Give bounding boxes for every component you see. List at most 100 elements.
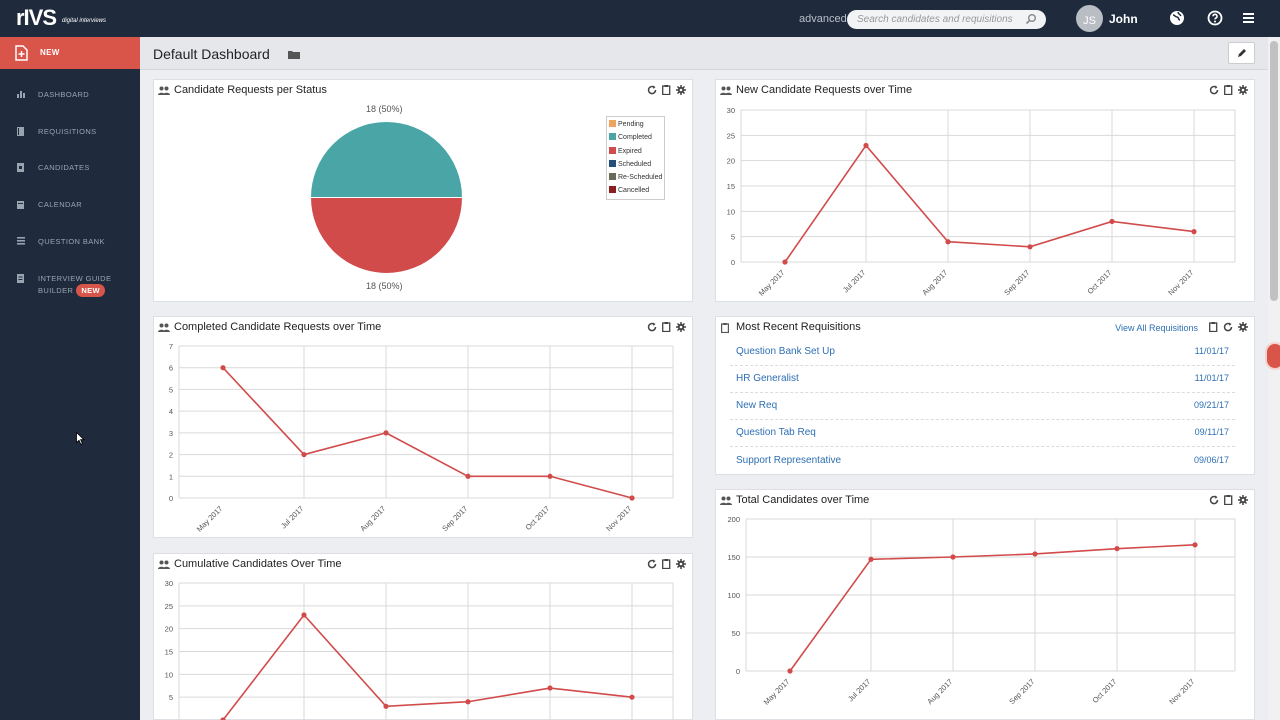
- gear-icon[interactable]: [1238, 322, 1248, 332]
- y-tick-label: 25: [727, 131, 735, 140]
- sidebar-item-interview-guide-builder[interactable]: INTERVIEW GUIDE BUILDER NEW: [0, 271, 140, 307]
- data-point[interactable]: [629, 694, 635, 700]
- requisition-row[interactable]: Question Bank Set Up 11/01/17: [730, 339, 1235, 366]
- sidebar-item-dashboard[interactable]: DASHBOARD: [0, 87, 140, 117]
- sidebar-item-question-bank[interactable]: QUESTION BANK: [0, 234, 140, 264]
- sidebar-item-label: INTERVIEW GUIDE BUILDER NEW: [38, 273, 111, 297]
- avatar[interactable]: JS: [1076, 5, 1103, 32]
- gear-icon[interactable]: [676, 322, 686, 332]
- gear-icon[interactable]: [676, 559, 686, 569]
- requisition-name[interactable]: HR Generalist: [736, 373, 799, 384]
- clipboard-icon[interactable]: [1209, 322, 1218, 332]
- folder-icon[interactable]: [288, 50, 300, 59]
- gear-icon[interactable]: [1238, 85, 1248, 95]
- sidebar-item-candidates[interactable]: CANDIDATES: [0, 160, 140, 190]
- scrollbar-thumb[interactable]: [1270, 41, 1278, 301]
- series-line: [222, 613, 633, 720]
- help-icon[interactable]: [1207, 10, 1223, 26]
- sidebar-item-calendar[interactable]: CALENDAR: [0, 197, 140, 227]
- data-point[interactable]: [863, 142, 869, 149]
- menu-icon[interactable]: [1241, 10, 1257, 26]
- y-tick-label: 30: [165, 579, 173, 588]
- clipboard-icon[interactable]: [1224, 495, 1233, 505]
- refresh-icon[interactable]: [647, 559, 657, 569]
- pie-slice-expired[interactable]: [309, 197, 464, 274]
- data-point[interactable]: [465, 699, 471, 705]
- data-point[interactable]: [1109, 218, 1115, 225]
- gear-icon[interactable]: [1238, 495, 1248, 505]
- x-tick-label: May 2017: [757, 268, 787, 298]
- requisition-name[interactable]: Question Tab Req: [736, 427, 816, 438]
- legend-swatch: [609, 133, 616, 141]
- requisition-row[interactable]: Support Representative 09/06/17: [730, 448, 1235, 475]
- requisition-name[interactable]: Question Bank Set Up: [736, 346, 835, 357]
- clipboard-icon[interactable]: [1224, 85, 1233, 95]
- edit-dashboard-button[interactable]: [1228, 42, 1255, 64]
- clipboard-icon[interactable]: [662, 85, 671, 95]
- data-point[interactable]: [1191, 229, 1197, 235]
- globe-icon[interactable]: [1169, 10, 1185, 26]
- logo[interactable]: rIVS: [16, 5, 57, 30]
- data-point[interactable]: [220, 717, 226, 720]
- data-point[interactable]: [1192, 542, 1198, 548]
- y-tick-label: 4: [169, 407, 173, 416]
- refresh-icon[interactable]: [647, 322, 657, 332]
- legend-item[interactable]: Expired: [609, 145, 663, 158]
- data-point[interactable]: [1032, 551, 1038, 557]
- users-icon: [158, 86, 170, 95]
- data-point[interactable]: [868, 556, 874, 562]
- clipboard-icon[interactable]: [662, 322, 671, 332]
- requisition-name[interactable]: Support Representative: [736, 455, 842, 466]
- sidebar-item-requisitions[interactable]: REQUISITIONS: [0, 124, 140, 154]
- data-point[interactable]: [950, 554, 956, 560]
- requisition-name[interactable]: New Req: [736, 400, 778, 411]
- data-point[interactable]: [629, 495, 635, 501]
- clipboard-icon[interactable]: [662, 559, 671, 569]
- requisition-row[interactable]: New Req 09/21/17: [730, 393, 1235, 420]
- advanced-search-link[interactable]: advanced: [799, 13, 847, 25]
- data-point[interactable]: [547, 473, 553, 479]
- data-point[interactable]: [383, 703, 389, 709]
- data-point[interactable]: [1027, 244, 1033, 250]
- y-tick-label: 25: [165, 602, 173, 611]
- data-point[interactable]: [465, 473, 471, 479]
- widget-new-requests: New Candidate Requests over Time 0 5 10 15 2…: [715, 79, 1255, 302]
- new-document-icon: [15, 45, 28, 61]
- legend-item[interactable]: Scheduled: [609, 158, 663, 171]
- search-input[interactable]: [847, 10, 1046, 29]
- new-button[interactable]: NEW: [0, 37, 140, 69]
- search-icon[interactable]: [1025, 13, 1037, 25]
- requisition-row[interactable]: Question Tab Req 09/11/17: [730, 420, 1235, 447]
- widget-title: Completed Candidate Requests over Time: [174, 321, 382, 333]
- data-point[interactable]: [301, 612, 307, 618]
- view-all-requisitions-link[interactable]: View All Requisitions: [1115, 323, 1198, 333]
- data-point[interactable]: [1114, 546, 1120, 552]
- data-point[interactable]: [787, 668, 793, 674]
- legend-item[interactable]: Re-Scheduled: [609, 171, 663, 184]
- legend-item[interactable]: Completed: [609, 131, 663, 144]
- data-point[interactable]: [782, 259, 788, 265]
- refresh-icon[interactable]: [1209, 85, 1219, 95]
- refresh-icon[interactable]: [647, 85, 657, 95]
- data-point[interactable]: [220, 365, 226, 371]
- sidebar-item-label-line2: BUILDER: [38, 286, 74, 295]
- requisition-row[interactable]: HR Generalist 11/01/17: [730, 366, 1235, 393]
- data-point[interactable]: [301, 451, 307, 458]
- legend-item[interactable]: Pending: [609, 118, 663, 131]
- feedback-tab[interactable]: [1265, 342, 1280, 370]
- page-scrollbar[interactable]: [1268, 37, 1280, 720]
- refresh-icon[interactable]: [1223, 322, 1233, 332]
- series-line: [784, 144, 1195, 263]
- user-name[interactable]: John: [1109, 12, 1138, 26]
- data-point[interactable]: [945, 239, 951, 245]
- sidebar-item-label-line1: INTERVIEW GUIDE: [38, 274, 112, 283]
- bar-chart-icon: [17, 91, 25, 98]
- legend-item[interactable]: Cancelled: [609, 184, 663, 197]
- gear-icon[interactable]: [676, 85, 686, 95]
- data-point[interactable]: [547, 685, 553, 691]
- line-chart-total-candidates: 0 50 100 150 200 May 2017 Jul 2017 Aug 2017 Sep …: [727, 515, 1236, 707]
- widget-tools: [642, 322, 686, 334]
- data-point[interactable]: [383, 430, 389, 436]
- pie-slice-completed[interactable]: [309, 121, 464, 198]
- refresh-icon[interactable]: [1209, 495, 1219, 505]
